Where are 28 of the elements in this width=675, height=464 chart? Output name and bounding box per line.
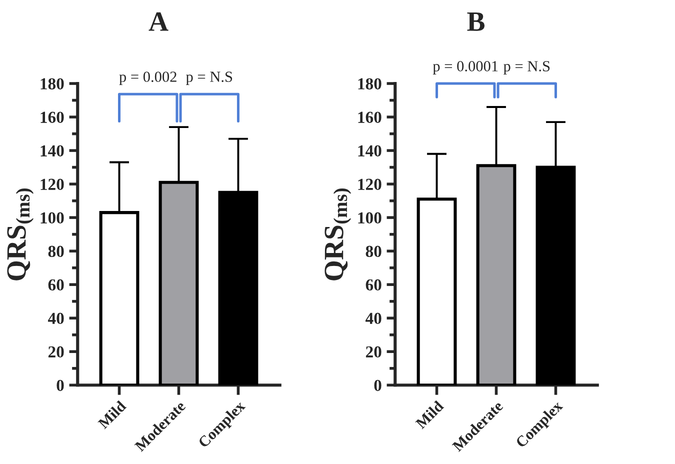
y-axis-title: QRS$_{(ms)}$ [324,188,352,280]
y-tick-label: 20 [366,346,382,358]
y-tick-label: 0 [374,380,382,392]
y-tick-label: 100 [358,212,382,224]
y-tick-label: 180 [40,78,64,90]
y-axis-title: QRS$_{(ms)}$ [7,188,34,280]
chart-title: A [148,12,168,31]
y-tick-label: 120 [358,178,382,190]
y-tick-label: 140 [358,145,382,156]
y-tick-label: 100 [40,212,64,224]
y-tick-label: 60 [366,279,382,291]
y-tick-label: 80 [48,246,64,258]
text: p = 0.0001 [432,61,498,74]
chart-title: B [467,12,485,31]
text: p = N.S [504,61,550,74]
y-tick-label: 0 [56,380,64,392]
y-tick-label: 160 [40,112,64,123]
y-tick-label: 40 [366,312,382,324]
y-tick-label: 160 [358,112,382,123]
y-tick-label: 40 [48,312,64,324]
y-tick-label: 20 [48,346,64,358]
y-tick-label: 80 [366,246,382,258]
annotation: p = N.S [186,72,232,86]
y-tick-label: 140 [40,145,64,156]
y-tick-label: 60 [48,279,64,291]
annotation: p = 0.002 [119,72,176,86]
y-tick-label: 120 [40,178,64,190]
y-tick-label: 180 [358,78,382,90]
